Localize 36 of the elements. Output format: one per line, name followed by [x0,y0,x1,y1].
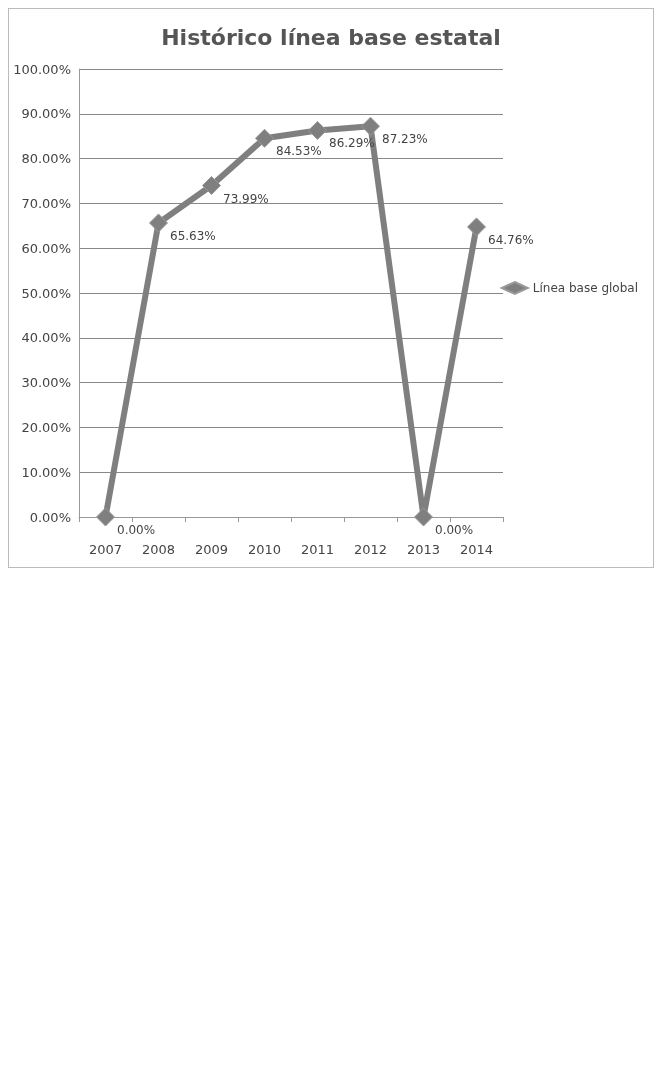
y-tick-label: 30.00% [21,375,71,391]
x-tick-label: 2012 [353,542,388,557]
x-tick-label: 2013 [406,542,441,557]
data-label: 65.63% [170,228,216,243]
x-tick-label: 2014 [459,542,494,557]
chart-title: Histórico línea base estatal [161,24,501,50]
y-tick-label: 20.00% [21,419,71,435]
point [255,128,274,148]
point [308,120,327,140]
y-tick-label: 50.00% [21,285,71,301]
data-label: 0.00% [435,523,474,537]
x-tick-label: 2008 [141,542,176,557]
data-label: 73.99% [223,191,269,206]
y-tick-label: 100.00% [13,61,71,77]
y-tick-label: 0.00% [29,509,71,525]
data-label: 84.53% [276,144,322,159]
point [361,116,380,136]
point [467,217,486,237]
x-tick-label: 2009 [194,542,229,557]
legend-label: Línea base global [532,281,639,295]
data-label: 0.00% [117,523,156,537]
point [96,507,115,527]
point [202,176,221,196]
data-label: 87.23% [382,132,428,147]
y-tick-label: 90.00% [21,106,71,122]
y-tick-label: 10.00% [21,464,71,480]
y-tick-label: 60.00% [21,240,71,256]
x-tick-label: 2010 [247,542,282,557]
point [149,213,168,233]
data-label: 64.76% [488,232,534,247]
y-tick-label: 40.00% [21,330,71,346]
x-tick-label: 2011 [300,542,335,557]
x-tick-label: 2007 [88,542,123,557]
y-tick-label: 70.00% [21,195,71,211]
y-tick-label: 80.00% [21,151,71,167]
point [414,507,433,527]
